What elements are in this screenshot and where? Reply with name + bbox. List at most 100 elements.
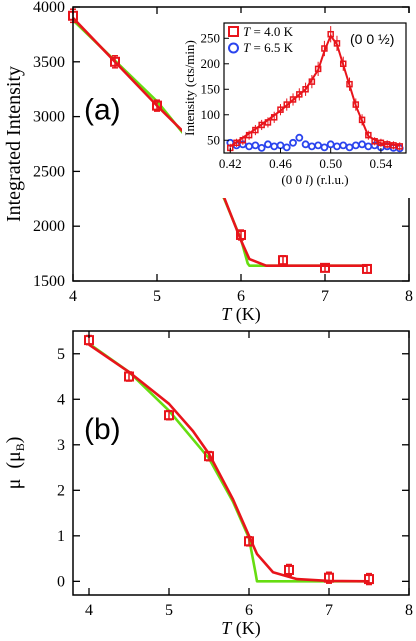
panel-b-y-axis-label-symbol: μ [3, 479, 25, 490]
panel-b-marker [124, 371, 134, 382]
inset-ticks: 0.42 0.46 0.50 0.54 50 100 150 200 250 [201, 30, 393, 171]
panel-b-plot-frame [72, 330, 410, 596]
inset-point-6-5K [251, 141, 260, 150]
panel-b-ticks: 4 5 6 7 8 0 1 2 3 4 5 [57, 331, 413, 619]
panel-b-y-tick-label: 4 [57, 391, 65, 408]
legend-label-6-5K-symbol: T [243, 40, 251, 55]
panel-b-y-axis-label-unit: (μ [3, 451, 25, 468]
panel-b-y-tick-label: 0 [57, 573, 65, 590]
inset-y-axis-label: Intensity (cts/min) [182, 40, 197, 136]
inset-point-6-5K [289, 138, 297, 147]
panel-b-y-axis-label-close: ) [3, 437, 25, 444]
panel-a-y-tick-label: 2000 [33, 218, 65, 235]
panel-a-fit-1 [72, 17, 367, 267]
panel-b-x-tick-label: 6 [245, 602, 253, 619]
inset-x-axis-label-prefix: (0 0 [281, 172, 305, 187]
inset-point-6-5K [295, 133, 304, 142]
inset-x-axis-label-symbol: l [305, 172, 309, 187]
inset-background [182, 13, 410, 198]
panel-b-x-axis-label: T (K) [221, 618, 261, 639]
inset-marker [289, 96, 297, 103]
panel-a-y-tick-label: 2500 [33, 163, 65, 180]
inset-y-tick-label: 200 [201, 56, 221, 71]
panel-a-marker [278, 255, 288, 266]
panel-a-x-tick-label: 5 [153, 288, 161, 305]
panel-b-marker [324, 572, 334, 583]
panel-a-data-points [68, 8, 372, 274]
panel-b-fit-curves [88, 342, 370, 583]
panel-b-marker [164, 410, 174, 421]
panel-b: 4 5 6 7 8 0 1 2 3 4 5 (b) μ (μB) T (K) [3, 330, 413, 639]
inset-x-axis-label: (0 0 l) (r.l.u.) [281, 172, 348, 187]
panel-a-data-point [152, 99, 162, 112]
panel-b-marker [364, 574, 374, 585]
panel-b-fit-1 [88, 343, 370, 583]
panel-b-y-tick-label: 1 [57, 528, 65, 545]
panel-a: 4 5 6 7 8 1500 2000 2500 3000 3500 4000 (a) Integr… [3, 0, 413, 325]
inset-x-tick-label: 0.42 [219, 156, 242, 171]
panel-b-data-point [164, 409, 174, 421]
inset-y-tick-label: 150 [201, 81, 221, 96]
inset-point-6-5K [320, 143, 329, 152]
panel-a-data-point [278, 255, 288, 266]
inset-x-axis-label-suffix: ) (r.l.u.) [309, 172, 349, 187]
panel-a-marker [320, 262, 330, 273]
panel-a-marker [110, 56, 120, 67]
panel-b-data-point [364, 572, 374, 586]
inset-marker [283, 101, 291, 108]
panel-b-y-axis-label: μ (μB) [3, 437, 27, 490]
panel-b-data-points [84, 334, 374, 586]
panel-a-fit-curves [72, 17, 367, 267]
inset-fit-curve [229, 33, 400, 148]
inset-y-tick-label: 50 [207, 132, 220, 147]
panel-a-x-tick-label: 4 [69, 288, 77, 305]
legend-label-4-0K-symbol: T [243, 24, 251, 39]
panel-a-data-point [362, 263, 372, 274]
panel-a-y-tick-label: 3000 [33, 109, 65, 126]
panel-a-x-axis-label-unit: (K) [231, 304, 261, 325]
legend-label-6-5K: T = 6.5 K [243, 40, 294, 55]
panel-b-x-tick-label: 5 [165, 602, 173, 619]
panel-b-y-tick-label: 2 [57, 482, 65, 499]
panel-b-data-point [124, 371, 134, 382]
panel-a-data-point [236, 229, 246, 241]
legend-marker-6-5K [228, 42, 239, 54]
panel-b-marker [244, 536, 254, 547]
inset-x-tick-label: 0.46 [269, 156, 292, 171]
inset-marker [365, 131, 372, 139]
legend-marker-4-0K [228, 26, 239, 37]
panel-b-data-point [284, 563, 294, 577]
panel-a-data-point [320, 262, 330, 273]
panel-b-x-axis-label-unit: (K) [231, 618, 261, 639]
inset-point-6-5K [282, 143, 291, 152]
panel-a-y-axis-label: Integrated Intensity [3, 66, 25, 222]
panel-b-fit-0 [88, 342, 369, 583]
inset-y-tick-label: 100 [201, 107, 221, 122]
inset-reflection-annotation: (0 0 ½) [350, 31, 394, 47]
panel-a-x-tick-label: 6 [237, 288, 245, 305]
panel-b-x-tick-label: 7 [325, 602, 333, 619]
panel-b-y-tick-label: 3 [57, 437, 65, 454]
panel-b-x-tick-label: 8 [405, 602, 413, 619]
inset-plot-frame [223, 22, 407, 154]
inset-marker [396, 143, 403, 150]
panel-b-data-point [204, 450, 214, 462]
panel-a-inset: 0.42 0.46 0.50 0.54 50 100 150 200 250 Intensity… [182, 13, 410, 198]
panel-a-marker [152, 100, 162, 111]
inset-marker [258, 121, 265, 129]
panel-a-label: (a) [84, 93, 121, 126]
panel-a-marker [362, 263, 372, 274]
inset-legend: T = 4.0 K T = 6.5 K [228, 24, 294, 55]
inset-marker [296, 91, 303, 98]
panel-a-ticks: 4 5 6 7 8 1500 2000 2500 3000 3500 4000 [33, 0, 413, 305]
inset-point-4-0K [396, 142, 403, 151]
panel-b-x-tick-label: 4 [85, 602, 93, 619]
inset-x-tick-label: 0.54 [370, 156, 393, 171]
panel-a-y-tick-label: 4000 [33, 0, 65, 16]
panel-b-marker [204, 451, 214, 462]
panel-a-x-tick-label: 7 [321, 288, 329, 305]
panel-a-marker [236, 229, 246, 240]
legend-label-6-5K-value: = 6.5 K [250, 40, 293, 55]
panel-b-marker [284, 564, 294, 575]
